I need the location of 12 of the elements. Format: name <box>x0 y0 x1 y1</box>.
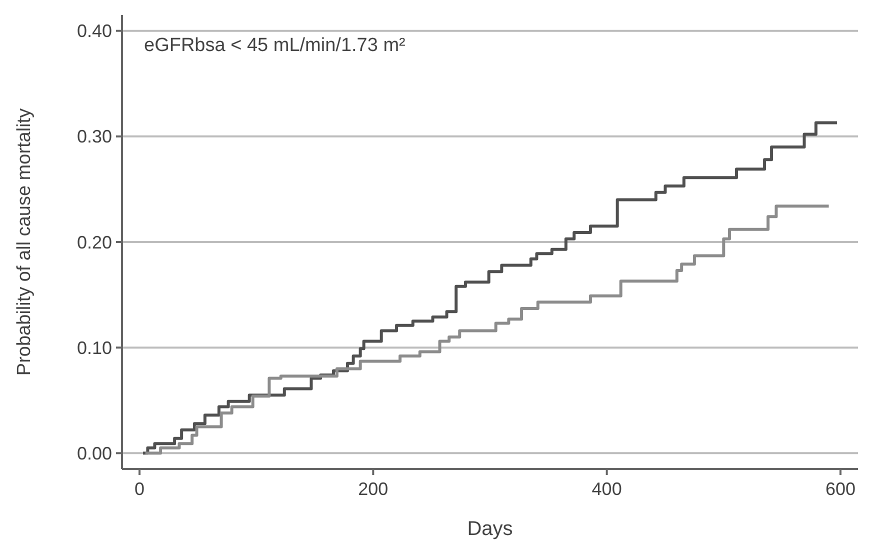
y-tick-label: 0.40 <box>76 21 112 42</box>
y-tick-label: 0.10 <box>76 338 112 358</box>
x-tick-label: 400 <box>592 479 622 499</box>
y-tick-label: 0.30 <box>76 126 112 147</box>
x-axis-title: Days <box>467 518 513 540</box>
x-tick-label: 600 <box>825 479 856 499</box>
x-tick-label: 0 <box>134 479 145 499</box>
y-axis-title: Probability of all cause mortality <box>14 108 35 376</box>
y-tick-label: 0.20 <box>76 232 112 252</box>
annotation: eGFRbsa < 45 mL/min/1.73 m² <box>144 35 406 56</box>
y-tick-label: 0.00 <box>76 443 112 464</box>
x-tick-label: 200 <box>358 479 388 499</box>
